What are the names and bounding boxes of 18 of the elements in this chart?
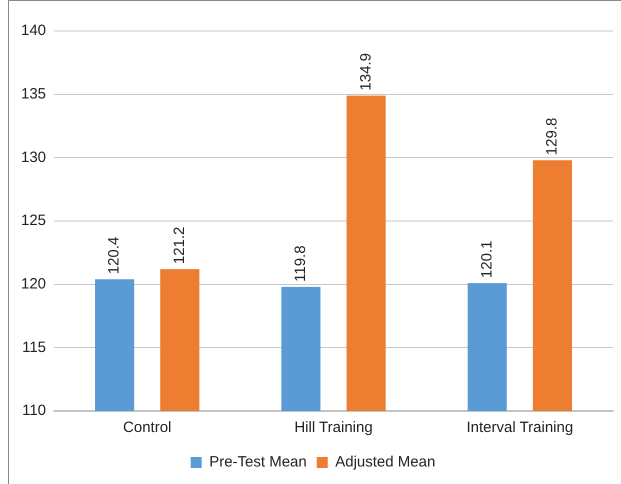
y-tick-label: 125 (20, 212, 46, 230)
data-label: 129.8 (544, 118, 561, 156)
data-label: 134.9 (357, 53, 374, 91)
y-tick-label: 110 (22, 402, 46, 420)
data-label: 121.2 (170, 226, 188, 264)
data-label: 120.4 (106, 236, 123, 274)
data-label: 120.1 (478, 240, 496, 278)
legend-label: Pre-Test Mean (209, 454, 307, 471)
x-tick-label: Interval Training (466, 419, 574, 436)
legend-label: Adjusted Mean (335, 454, 436, 471)
y-tick-label: 120 (20, 275, 46, 292)
y-tick-label: 115 (22, 338, 46, 356)
x-tick-label: Control (123, 419, 172, 436)
y-tick-label: 140 (20, 22, 46, 40)
y-tick-label: 130 (20, 148, 46, 166)
x-tick-label: Hill Training (294, 419, 373, 436)
data-label: 119.8 (292, 245, 310, 282)
y-tick-label: 135 (20, 85, 46, 102)
